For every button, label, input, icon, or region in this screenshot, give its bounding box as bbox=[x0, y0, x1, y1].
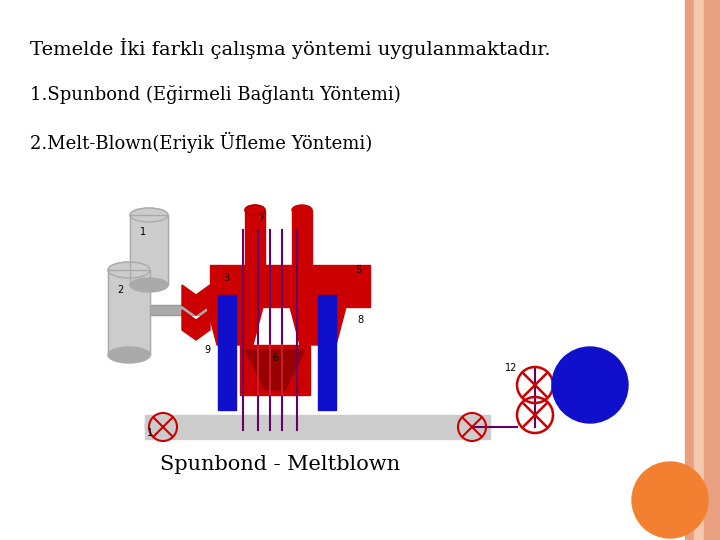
Text: 3: 3 bbox=[223, 273, 229, 283]
Polygon shape bbox=[245, 350, 305, 390]
Text: 5: 5 bbox=[355, 265, 361, 275]
Bar bbox=[218, 295, 236, 410]
Ellipse shape bbox=[130, 208, 168, 222]
Bar bbox=[150, 305, 215, 315]
Bar bbox=[240, 345, 310, 395]
Text: Spunbond - Meltblown: Spunbond - Meltblown bbox=[160, 455, 400, 474]
Bar bbox=[145, 415, 490, 439]
Ellipse shape bbox=[108, 347, 150, 363]
Bar bbox=[694, 0, 704, 540]
Ellipse shape bbox=[130, 278, 168, 292]
Text: 9: 9 bbox=[204, 345, 210, 355]
Bar bbox=[685, 0, 694, 540]
Text: 1: 1 bbox=[147, 428, 153, 438]
Ellipse shape bbox=[245, 205, 265, 215]
Text: 12: 12 bbox=[505, 363, 517, 373]
Bar bbox=[130, 215, 168, 285]
Ellipse shape bbox=[454, 415, 490, 439]
Polygon shape bbox=[207, 307, 263, 345]
Text: 6: 6 bbox=[272, 353, 278, 363]
Bar bbox=[318, 295, 336, 410]
Ellipse shape bbox=[145, 415, 181, 439]
Text: 2: 2 bbox=[117, 285, 123, 295]
Bar bbox=[210, 265, 370, 307]
Polygon shape bbox=[182, 310, 210, 340]
Bar bbox=[245, 210, 265, 265]
Polygon shape bbox=[182, 285, 210, 315]
Ellipse shape bbox=[292, 205, 312, 215]
Text: 1: 1 bbox=[140, 227, 146, 237]
Polygon shape bbox=[290, 307, 346, 345]
Bar bbox=[704, 0, 720, 540]
Text: 2.Melt-Blown(Eriyik Üfleme Yöntemi): 2.Melt-Blown(Eriyik Üfleme Yöntemi) bbox=[30, 132, 372, 153]
Circle shape bbox=[552, 347, 628, 423]
Text: 1.Spunbond (Eğirmeli Bağlantı Yöntemi): 1.Spunbond (Eğirmeli Bağlantı Yöntemi) bbox=[30, 85, 401, 104]
Text: Temelde İki farklı çalışma yöntemi uygulanmaktadır.: Temelde İki farklı çalışma yöntemi uygul… bbox=[30, 38, 551, 59]
Text: 8: 8 bbox=[357, 315, 363, 325]
Bar bbox=[108, 270, 150, 355]
Text: 7: 7 bbox=[258, 213, 264, 223]
Bar bbox=[130, 215, 168, 285]
Ellipse shape bbox=[108, 262, 150, 278]
Bar bbox=[150, 305, 215, 315]
Bar bbox=[108, 270, 150, 355]
Circle shape bbox=[632, 462, 708, 538]
Bar bbox=[292, 210, 312, 265]
